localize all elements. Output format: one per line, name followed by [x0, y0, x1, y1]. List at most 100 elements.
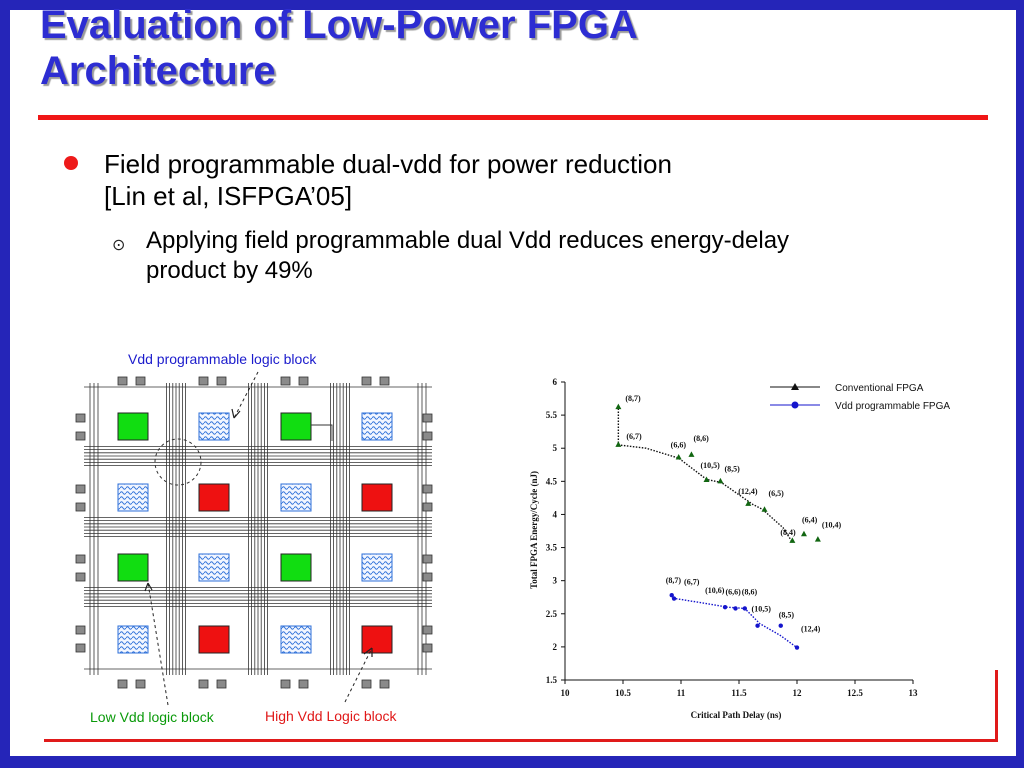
point-label: (8,5)	[724, 464, 740, 473]
vdd-programmable-point	[671, 596, 677, 601]
high-logic-block	[361, 483, 393, 512]
high-logic-block	[198, 483, 230, 512]
y-axis-label: Total FPGA Energy/Cycle (nJ)	[529, 471, 539, 589]
point-label: (8,6)	[742, 587, 758, 596]
x-tick-label: 13	[909, 688, 919, 698]
point-label: (12,4)	[801, 625, 821, 634]
io-pad	[117, 376, 128, 386]
low-vdd-label: Low Vdd logic block	[90, 709, 215, 725]
io-pad	[361, 376, 372, 386]
bullet-text-line-1: Field programmable dual-vdd for power re…	[104, 149, 672, 179]
y-tick-label: 4	[553, 509, 558, 519]
conventional-point	[761, 506, 768, 512]
sub-bullet-text: Applying field programmable dual Vdd red…	[146, 226, 789, 286]
low-logic-block	[117, 553, 149, 582]
programmable-logic-block	[198, 412, 230, 441]
chart-marks: (8,7)(6,7)(6,6)(8,6)(10,5) (8,5)(12,4) (6,…	[615, 394, 842, 650]
vdd-programmable-point	[755, 623, 760, 628]
point-label: (8,6)	[693, 434, 709, 443]
point-label: (8,7)	[666, 576, 682, 585]
point-label: (8,4)	[780, 528, 796, 537]
chart-legend: Conventional FPGA Vdd programmable FPGA	[770, 383, 950, 412]
legend-circle-icon	[791, 401, 799, 409]
y-tick-label: 4.5	[546, 476, 558, 486]
arrowhead-top	[231, 408, 241, 419]
conventional-point	[717, 477, 724, 484]
io-pad	[379, 679, 390, 689]
slide-title: Evaluation of Low-Power FPGA Architectur…	[40, 2, 800, 94]
title-underline	[38, 115, 988, 120]
pointer-arrow-high	[344, 647, 373, 703]
right-border	[1016, 0, 1024, 768]
bullet-dot	[64, 156, 78, 170]
left-border	[0, 0, 10, 768]
sub-bullet-icon: ⊙	[112, 237, 126, 254]
fpga-fabric-diagram: Vdd programmable logic block Low Vdd log…	[75, 351, 433, 725]
programmable-logic-block	[117, 625, 149, 654]
conventional-point	[615, 441, 622, 447]
low-logic-block	[280, 412, 312, 441]
legend-triangle-icon	[791, 383, 799, 390]
io-pad	[422, 625, 433, 635]
conventional-point	[615, 403, 622, 410]
y-tick-label: 3	[553, 576, 558, 586]
point-label: (12,4)	[738, 487, 758, 496]
y-tick-label: 5.5	[546, 410, 558, 420]
io-pad	[198, 376, 209, 386]
io-pad	[298, 376, 309, 386]
vdd-programmable-label: Vdd programmable logic block	[128, 351, 317, 367]
series-1-frontier-line	[671, 594, 798, 649]
slide-title-line-2: Architecture	[40, 49, 276, 93]
x-tick-label: 10.5	[615, 688, 631, 698]
io-pad	[117, 679, 128, 689]
high-logic-block	[361, 625, 393, 654]
bottom-border	[0, 756, 1024, 768]
io-pad	[422, 554, 433, 564]
programmable-logic-block	[361, 553, 393, 582]
io-pad	[422, 413, 433, 423]
io-pad	[75, 431, 86, 441]
io-pad	[379, 376, 390, 386]
x-tick-label: 10	[561, 688, 571, 698]
pointer-arrow-low	[147, 582, 169, 706]
y-tick-label: 2.5	[546, 609, 558, 619]
x-tick-label: 11.5	[731, 688, 747, 698]
red-corner-frame	[44, 670, 998, 742]
series-0-frontier-line	[617, 408, 793, 543]
programmable-logic-block	[361, 412, 393, 441]
vdd-programmable-point	[669, 593, 674, 598]
io-pad	[75, 643, 86, 653]
sub-bullet-text-line-1: Applying field programmable dual Vdd red…	[146, 227, 790, 254]
low-logic-block	[280, 553, 312, 582]
conventional-point	[675, 453, 682, 460]
x-tick-label: 12.5	[847, 688, 863, 698]
y-tick-label: 1.5	[546, 675, 558, 685]
point-label: (8,5)	[779, 611, 795, 620]
conventional-point	[745, 500, 752, 506]
legend-label-conventional: Conventional FPGA	[835, 383, 924, 394]
io-pad	[422, 502, 433, 512]
high-vdd-label: High Vdd Logic block	[265, 708, 398, 724]
x-tick-label: 11	[677, 688, 686, 698]
y-tick-label: 2	[553, 642, 558, 652]
slide-title-line-1: Evaluation of Low-Power FPGA	[40, 3, 638, 47]
io-pad	[216, 376, 227, 386]
io-pad	[135, 679, 146, 689]
arrowhead-low	[144, 582, 153, 592]
point-label: (6,7)	[626, 432, 642, 441]
io-pad	[280, 679, 291, 689]
vdd-programmable-point	[794, 645, 800, 650]
io-pad	[280, 376, 291, 386]
point-label: (8,7)	[625, 394, 641, 403]
programmable-logic-block	[198, 553, 230, 582]
connection-stub	[311, 424, 333, 441]
legend-label-vdd: Vdd programmable FPGA	[835, 401, 950, 412]
io-pad	[361, 679, 372, 689]
point-label: (6,4)	[802, 515, 818, 524]
io-pad	[422, 484, 433, 494]
conventional-point	[703, 476, 710, 483]
point-label: (10,5)	[701, 461, 721, 470]
vdd-programmable-point	[778, 623, 783, 628]
top-border	[0, 0, 1024, 10]
point-label: (6,6)	[726, 587, 742, 596]
